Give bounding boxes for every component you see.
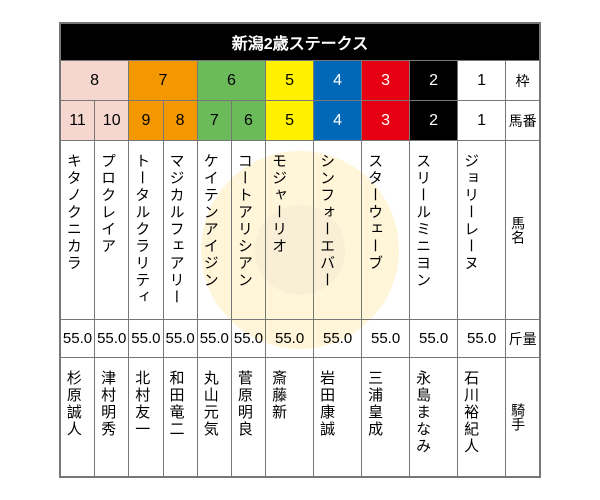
horse-name-cell: シンフォーエバー (314, 141, 362, 320)
jockey-cell: 丸山元気 (197, 358, 231, 477)
waku-cell: 4 (314, 61, 362, 101)
kinryo-cell: 55.0 (197, 320, 231, 358)
race-table-container: 新潟2歳ステークス 87654321枠 1110987654321馬番 キタノク… (59, 22, 541, 478)
race-table: 新潟2歳ステークス 87654321枠 1110987654321馬番 キタノク… (60, 23, 540, 477)
waku-cell: 2 (410, 61, 458, 101)
waku-row: 87654321枠 (60, 61, 539, 101)
jockey-cell: 津村明秀 (95, 358, 129, 477)
horse-name-cell: スリールミニヨン (410, 141, 458, 320)
jockey-cell: 永島まなみ (410, 358, 458, 477)
jockey-cell: 斎藤新 (266, 358, 314, 477)
kinryo-cell: 55.0 (266, 320, 314, 358)
umaban-cell: 2 (410, 101, 458, 141)
header-umaban: 馬番 (506, 101, 540, 141)
jockey-cell: 菅原明良 (231, 358, 265, 477)
title-row: 新潟2歳ステークス (60, 24, 539, 61)
kinryo-cell: 55.0 (458, 320, 506, 358)
umaban-cell: 10 (95, 101, 129, 141)
horse-name-cell: トータルクラリティ (129, 141, 163, 320)
horse-name-cell: モジャーリオ (266, 141, 314, 320)
horse-name-cell: キタノクニカラ (60, 141, 94, 320)
kinryo-row: 55.055.055.055.055.055.055.055.055.055.0… (60, 320, 539, 358)
jockey-cell: 石川裕紀人 (458, 358, 506, 477)
race-title: 新潟2歳ステークス (60, 24, 539, 61)
umaban-cell: 9 (129, 101, 163, 141)
umaban-row: 1110987654321馬番 (60, 101, 539, 141)
kinryo-cell: 55.0 (95, 320, 129, 358)
horse-name-cell: ケイテンアイジン (197, 141, 231, 320)
umaban-cell: 6 (231, 101, 265, 141)
header-kinryo: 斤量 (506, 320, 540, 358)
umaban-cell: 3 (362, 101, 410, 141)
kinryo-cell: 55.0 (231, 320, 265, 358)
kinryo-cell: 55.0 (163, 320, 197, 358)
horse-name-cell: ジョリーレーヌ (458, 141, 506, 320)
header-bamei: 馬名 (506, 141, 540, 320)
jockey-cell: 和田竜二 (163, 358, 197, 477)
header-waku: 枠 (506, 61, 540, 101)
waku-cell: 5 (266, 61, 314, 101)
jockey-cell: 北村友一 (129, 358, 163, 477)
horse-name-cell: コートアリシアン (231, 141, 265, 320)
horse-name-row: キタノクニカラプロクレイアトータルクラリティマジカルフェアリーケイテンアイジンコ… (60, 141, 539, 320)
waku-cell: 1 (458, 61, 506, 101)
kinryo-cell: 55.0 (314, 320, 362, 358)
horse-name-cell: スターウェーブ (362, 141, 410, 320)
waku-cell: 8 (60, 61, 128, 101)
kinryo-cell: 55.0 (362, 320, 410, 358)
jockey-cell: 三浦皇成 (362, 358, 410, 477)
umaban-cell: 8 (163, 101, 197, 141)
horse-name-cell: プロクレイア (95, 141, 129, 320)
waku-cell: 3 (362, 61, 410, 101)
umaban-cell: 1 (458, 101, 506, 141)
kinryo-cell: 55.0 (129, 320, 163, 358)
umaban-cell: 11 (60, 101, 94, 141)
kinryo-cell: 55.0 (410, 320, 458, 358)
waku-cell: 6 (197, 61, 265, 101)
umaban-cell: 4 (314, 101, 362, 141)
kinryo-cell: 55.0 (60, 320, 94, 358)
jockey-cell: 杉原誠人 (60, 358, 94, 477)
umaban-cell: 5 (266, 101, 314, 141)
header-kishu: 騎手 (506, 358, 540, 477)
waku-cell: 7 (129, 61, 197, 101)
jockey-row: 杉原誠人津村明秀北村友一和田竜二丸山元気菅原明良斎藤新岩田康誠三浦皇成永島まなみ… (60, 358, 539, 477)
horse-name-cell: マジカルフェアリー (163, 141, 197, 320)
umaban-cell: 7 (197, 101, 231, 141)
jockey-cell: 岩田康誠 (314, 358, 362, 477)
